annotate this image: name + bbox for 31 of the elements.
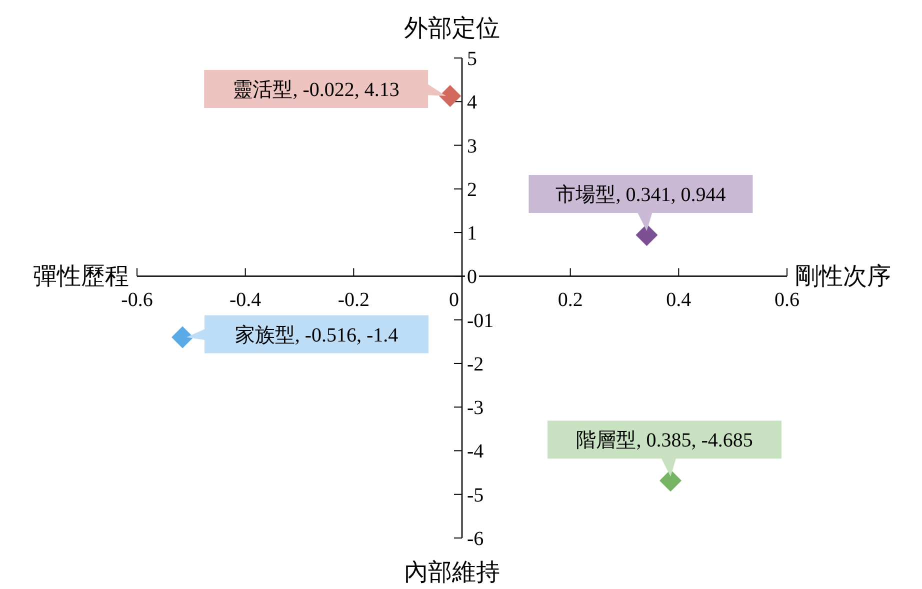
y-tick-label: -2 [467, 353, 484, 376]
y-tick-label: 4 [467, 92, 477, 114]
annotation: 市場型, 0.341, 0.944 [556, 184, 726, 206]
x-tick-label: 0.4 [666, 289, 692, 312]
text: 內部維持 [404, 559, 500, 586]
point [439, 84, 462, 107]
x-tick-label: -0.6 [121, 289, 153, 312]
y-tick-label: -3 [467, 397, 484, 420]
y-tick-label: 1 [467, 222, 477, 245]
point [172, 326, 194, 348]
point [636, 224, 658, 246]
y-tick-label: -6 [467, 528, 484, 550]
x-tick-label: 0.6 [774, 289, 800, 312]
y-tick-label: -4 [467, 440, 484, 463]
annotation: 家族型, -0.516, -1.4 [234, 324, 398, 346]
x-tick-label: -0.4 [229, 289, 262, 312]
x-tick-label: 0 [449, 289, 459, 312]
y-tick-label: -5 [467, 484, 484, 506]
point [660, 470, 682, 492]
y-tick-label: 0 [467, 266, 477, 288]
y-tick-label: 5 [467, 48, 477, 70]
y-tick-label: 2 [467, 178, 477, 201]
x-tick-label: -0.2 [338, 289, 370, 312]
y-axis-title: 外部定位 [404, 15, 500, 42]
text: 彈性歷程 [33, 264, 129, 290]
y-tick-label: -01 [467, 310, 494, 332]
y-tick-label: 3 [467, 135, 477, 158]
annotation: 階層型, 0.385, -4.685 [576, 430, 753, 452]
x-axis-title: 剛性次序 [795, 263, 891, 290]
annotation: 靈活型, -0.022, 4.13 [232, 78, 400, 101]
x-tick-label: 0.2 [558, 289, 583, 312]
